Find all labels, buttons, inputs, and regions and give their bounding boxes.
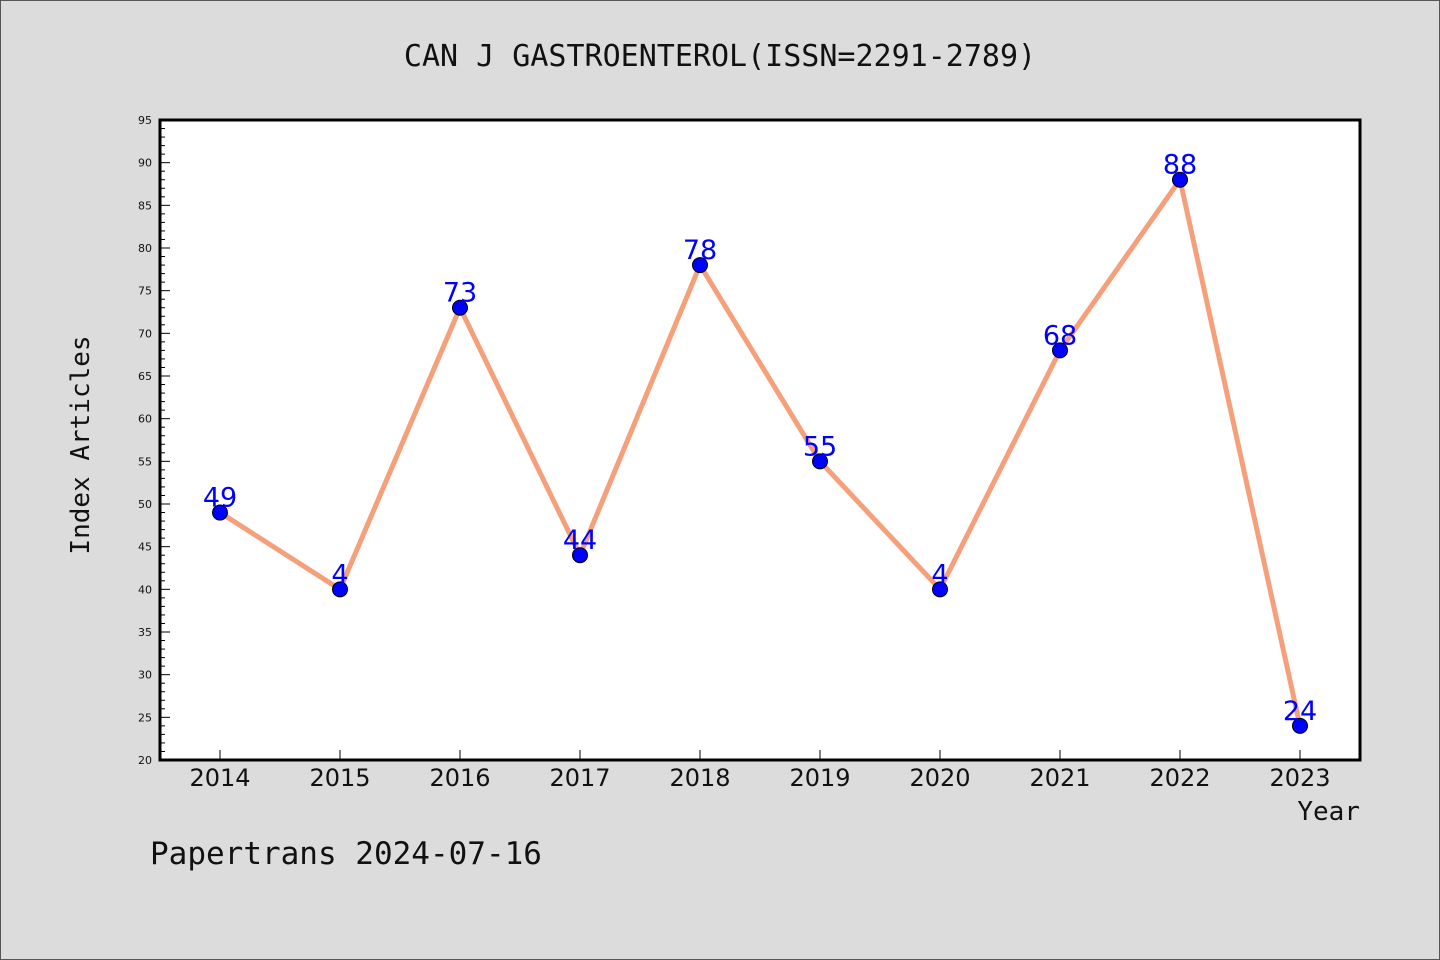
y-tick-label: 80 [138,242,152,255]
y-tick-label: 90 [138,157,152,170]
x-tick-label: 2021 [1029,764,1090,792]
y-tick-label: 50 [138,498,152,511]
y-tick-label: 60 [138,413,152,426]
y-tick-label: 30 [138,669,152,682]
series-line [217,177,1303,729]
y-tick-label: 85 [138,199,152,212]
chart-title: CAN J GASTROENTEROL(ISSN=2291-2789) [404,39,1036,74]
y-tick-label: 20 [138,754,152,767]
data-point-marker [572,547,588,564]
data-point-label: 78 [683,235,717,266]
plot-area [160,120,1360,760]
footer-credit: Papertrans 2024-07-16 [150,836,542,872]
data-point-label: 24 [1283,696,1317,727]
y-tick-label: 25 [138,711,152,724]
data-point-label: 55 [803,431,837,462]
y-tick-label: 40 [138,583,152,596]
x-tick-label: 2018 [669,764,730,792]
x-axis-label: Year [1297,797,1360,827]
data-labels-group: 49 4 73 44 78 55 4 68 88 24 [203,150,1317,727]
data-point-label: 68 [1043,320,1077,351]
series-line-group [217,177,1303,729]
data-point-marker [932,581,948,598]
x-tick-label: 2023 [1269,764,1330,792]
x-tick-label: 2016 [429,764,490,792]
x-tick-label: 2017 [549,764,610,792]
y-axis-label: Index Articles [66,335,96,554]
data-point-marker [332,581,348,598]
y-tick-label: 70 [138,327,152,340]
data-point-label: 88 [1163,150,1197,181]
data-point-marker [212,504,228,521]
data-point-marker [1052,342,1068,359]
y-tick-label: 55 [138,455,152,468]
y-tick-label: 95 [138,114,152,127]
data-point-label: 49 [203,483,237,514]
data-point-marker [1172,171,1188,188]
data-point-marker [692,257,708,274]
markers-group [212,171,1308,734]
data-point-label: 73 [443,278,477,309]
x-tick-label: 2020 [909,764,970,792]
x-axis: 2014 2015 2016 2017 2018 2019 2020 2021 2022 2023 [189,750,1331,792]
data-point-label: 4 [931,559,948,590]
x-tick-label: 2014 [189,764,250,792]
x-tick-label: 2022 [1149,764,1210,792]
data-point-marker [812,453,828,470]
plot-frame [158,118,1362,762]
data-point-marker [1292,717,1308,734]
data-point-marker [452,299,468,316]
x-tick-label: 2015 [309,764,370,792]
data-point-label: 4 [331,559,348,590]
y-tick-label: 75 [138,285,152,298]
y-tick-label: 65 [138,370,152,383]
data-point-label: 44 [563,525,597,556]
x-tick-label: 2019 [789,764,850,792]
y-tick-label: 35 [138,626,152,639]
y-tick-label: 45 [138,541,152,554]
